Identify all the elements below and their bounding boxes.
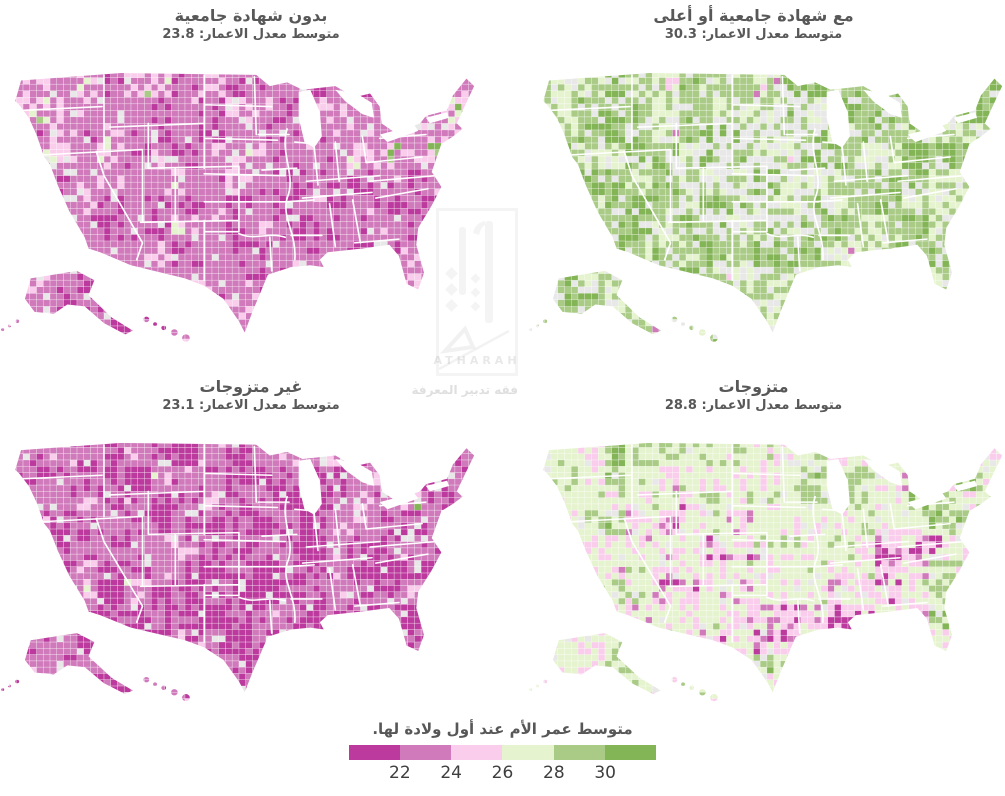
panel-title: بدون شهادة جامعية — [174, 6, 328, 25]
panel-title: غير متزوجات — [199, 377, 303, 396]
panel-title: مع شهادة جامعية أو أعلى — [653, 6, 854, 25]
legend-segment-0 — [348, 745, 400, 760]
stat-label: متوسط معدل الاعمار: — [198, 27, 340, 42]
panel-stat: متوسط معدل الاعمار: 23.1 — [0, 397, 502, 414]
map-panel-unmarried: غير متزوجات متوسط معدل الاعمار: 23.1 — [0, 374, 502, 712]
panel-stat: متوسط معدل الاعمار: 28.8 — [502, 397, 1005, 414]
legend-color-bar — [348, 745, 657, 760]
stat-value: 30.3 — [664, 27, 697, 42]
legend-tick: 22 — [389, 763, 411, 783]
stat-value: 28.8 — [664, 398, 697, 413]
panel-stat: متوسط معدل الاعمار: 23.8 — [0, 26, 502, 43]
choropleth-map-married — [529, 442, 1003, 702]
map-panel-married: متزوجات متوسط معدل الاعمار: 28.8 — [502, 374, 1005, 712]
stat-value: 23.8 — [162, 27, 195, 42]
legend-tick: 24 — [440, 763, 462, 783]
choropleth-map-no-college — [1, 73, 475, 342]
stat-label: متوسط معدل الاعمار: — [701, 398, 843, 413]
choropleth-map-unmarried — [1, 442, 475, 702]
bottom-row: غير متزوجات متوسط معدل الاعمار: 23.1 متز… — [0, 374, 1005, 712]
legend-tick-labels: 22 24 26 28 30 — [349, 760, 657, 786]
legend-segment-4 — [553, 745, 606, 760]
legend-tick: 26 — [491, 763, 514, 783]
stat-label: متوسط معدل الاعمار: — [701, 27, 843, 42]
legend-segment-5 — [605, 745, 657, 760]
stat-value: 23.1 — [162, 398, 195, 413]
map-panel-no-college: بدون شهادة جامعية متوسط معدل الاعمار: 23… — [0, 0, 502, 374]
legend-segment-1 — [399, 745, 452, 760]
map-panel-college: مع شهادة جامعية أو أعلى متوسط معدل الاعم… — [502, 0, 1005, 374]
legend-segment-2 — [451, 745, 503, 760]
legend-tick: 28 — [543, 763, 565, 783]
choropleth-map-college — [529, 73, 1003, 342]
legend-tick: 30 — [594, 763, 616, 783]
panel-title: متزوجات — [718, 377, 789, 396]
legend: متوسط عمر الأم عند أول ولادة لها. 22 24 26… — [0, 712, 1005, 786]
panel-stat: متوسط معدل الاعمار: 30.3 — [502, 26, 1005, 43]
top-row: بدون شهادة جامعية متوسط معدل الاعمار: 23… — [0, 0, 1005, 374]
legend-segment-3 — [502, 745, 554, 760]
legend-title: متوسط عمر الأم عند أول ولادة لها. — [372, 720, 633, 738]
stat-label: متوسط معدل الاعمار: — [198, 398, 340, 413]
